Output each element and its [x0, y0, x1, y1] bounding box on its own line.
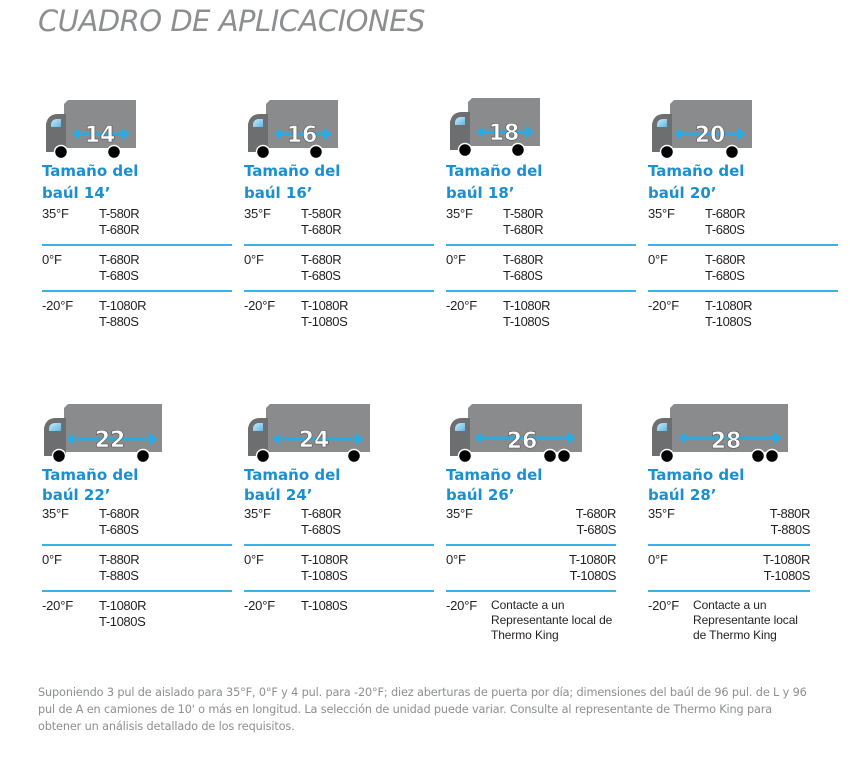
truck-icon: 16: [244, 98, 434, 160]
temp-row: 35°F T-580R T-680R: [244, 206, 434, 246]
svg-text:24: 24: [299, 428, 330, 453]
svg-text:14: 14: [85, 123, 116, 148]
app-card-28: 28 Tamaño del baúl 28’ 35°F T-880R T-880S …: [648, 402, 810, 649]
card-title: Tamaño del baúl 26’: [446, 466, 543, 504]
card-title: Tamaño del baúl 24’: [244, 466, 341, 504]
temp-row: -20°F Contacte a un Representante local de …: [648, 598, 798, 642]
temp-table: 35°F T-680R T-680S 0°F T-680R T-680S -20°F T-…: [648, 206, 838, 336]
card-title: Tamaño del baúl 20’: [648, 162, 745, 202]
card-title: Tamaño del baúl 18’: [446, 162, 543, 202]
contact-note: Contacte a un Representante local de Therm…: [693, 598, 798, 642]
truck-icon: 14: [42, 98, 232, 160]
app-card-14: 14 Tamaño del baúl 14’ 35°F T-580R T-680R …: [42, 98, 232, 336]
temp-row: -20°F Contacte a un Representante local de…: [446, 598, 613, 642]
app-card-18: 18 Tamaño del baúl 18’ 35°F T-580R T-680R …: [446, 96, 636, 336]
temp-row: -20°F T-1080R T-1080S: [244, 298, 349, 329]
temp-row: -20°F T-1080R T-1080S: [648, 298, 753, 329]
svg-text:20: 20: [695, 123, 726, 148]
temp-row: 35°F T-880R T-880S: [648, 506, 810, 546]
temp-row: 0°F T-1080R T-1080S: [446, 552, 616, 592]
temp-row: 0°F T-880R T-880S: [42, 552, 232, 592]
temp-row: 35°F T-680R T-680S: [446, 506, 616, 546]
temp-row: -20°F T-1080R T-1080S: [446, 298, 551, 329]
temp-row: 0°F T-1080R T-1080S: [648, 552, 810, 592]
truck-icon: 26: [446, 402, 616, 464]
temp-row: 0°F T-680R T-680S: [446, 252, 636, 292]
app-card-22: 22 Tamaño del baúl 22’ 35°F T-680R T-680S …: [42, 402, 232, 636]
app-card-20: 20 Tamaño del baúl 20’ 35°F T-680R T-680S …: [648, 98, 838, 336]
temp-row: 35°F T-680R T-680S: [244, 506, 434, 546]
temp-row: 35°F T-580R T-680R: [446, 206, 636, 246]
temp-row: 35°F T-680R T-680S: [42, 506, 232, 546]
page-title: CUADRO DE APLICACIONES: [38, 4, 425, 38]
svg-text:28: 28: [711, 429, 742, 454]
temp-row: -20°F T-1080R T-1080S: [42, 598, 147, 629]
temp-row: -20°F T-1080S: [244, 598, 348, 613]
temp-table: 35°F T-580R T-680R 0°F T-680R T-680S -20°F T-…: [42, 206, 232, 336]
temp-row: 35°F T-580R T-680R: [42, 206, 232, 246]
card-title: Tamaño del baúl 28’: [648, 466, 745, 504]
temp-table: 35°F T-680R T-680S 0°F T-880R T-880S -20°F T-…: [42, 506, 232, 636]
temp-table: 35°F T-580R T-680R 0°F T-680R T-680S -20°F T-…: [446, 206, 636, 336]
svg-text:18: 18: [489, 121, 520, 146]
svg-text:26: 26: [507, 429, 538, 454]
app-card-24: 24 Tamaño del baúl 24’ 35°F T-680R T-680S …: [244, 402, 434, 620]
temp-table: 35°F T-580R T-680R 0°F T-680R T-680S -20°F T-…: [244, 206, 434, 336]
truck-icon: 20: [648, 98, 838, 160]
app-card-16: 16 Tamaño del baúl 16’ 35°F T-580R T-680R …: [244, 98, 434, 336]
temp-table: 35°F T-880R T-880S 0°F T-1080R T-1080S -20°F…: [648, 506, 810, 649]
truck-icon: 22: [42, 402, 232, 464]
temp-row: 0°F T-680R T-680S: [244, 252, 434, 292]
contact-note: Contacte a un Representante local de Therm…: [491, 598, 613, 642]
temp-row: -20°F T-1080R T-880S: [42, 298, 147, 329]
card-title: Tamaño del baúl 16’: [244, 162, 341, 202]
temp-table: 35°F T-680R T-680S 0°F T-1080R T-1080S -20°F…: [244, 506, 434, 620]
temp-row: 35°F T-680R T-680S: [648, 206, 838, 246]
truck-icon: 24: [244, 402, 434, 464]
svg-text:22: 22: [95, 428, 126, 453]
truck-icon: 28: [648, 402, 810, 464]
card-title: Tamaño del baúl 22’: [42, 466, 139, 504]
app-card-26: 26 Tamaño del baúl 26’ 35°F T-680R T-680S …: [446, 402, 616, 649]
svg-text:16: 16: [287, 123, 318, 148]
temp-row: 0°F T-680R T-680S: [42, 252, 232, 292]
temp-table: 35°F T-680R T-680S 0°F T-1080R T-1080S -20°F…: [446, 506, 616, 649]
temp-row: 0°F T-680R T-680S: [648, 252, 838, 292]
card-title: Tamaño del baúl 14’: [42, 162, 139, 202]
temp-row: 0°F T-1080R T-1080S: [244, 552, 434, 592]
truck-icon: 18: [446, 96, 636, 158]
footnote: Suponiendo 3 pul de aislado para 35°F, 0…: [38, 686, 807, 733]
